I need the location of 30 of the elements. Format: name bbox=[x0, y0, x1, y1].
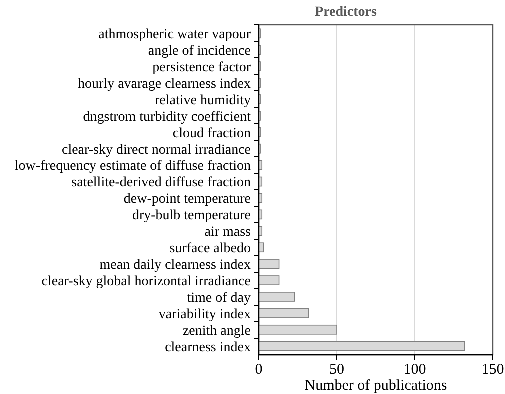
y-tick-label: zenith angle bbox=[182, 324, 251, 339]
y-tick-label: time of day bbox=[187, 290, 251, 306]
y-tick-label: persistence factor bbox=[152, 60, 252, 76]
y-tick-label: clearness index bbox=[165, 340, 251, 356]
y-tick-label: athmospheric water vapour bbox=[98, 28, 252, 43]
bar bbox=[258, 276, 280, 286]
y-tick-label: angle of incidence bbox=[148, 44, 251, 59]
bar bbox=[258, 308, 310, 318]
y-tick-label: variability index bbox=[158, 307, 251, 322]
x-tick-label: 0 bbox=[255, 362, 263, 378]
x-tick-label: 50 bbox=[330, 362, 344, 378]
y-tick-label: dry-bulb temperature bbox=[132, 208, 251, 224]
y-tick-label: mean daily clearness index bbox=[100, 258, 251, 273]
y-tick-label: hourly avarage clearness index bbox=[78, 76, 251, 92]
y-tick-label: relative humidity bbox=[154, 93, 251, 108]
x-tick-label: 100 bbox=[404, 362, 426, 378]
y-tick-label: clear-sky global horizontal irradiance bbox=[42, 274, 251, 290]
y-tick-label: dngstrom turbidity coefficient bbox=[83, 110, 252, 125]
y-tick-label: surface albedo bbox=[170, 242, 251, 257]
y-tick-label: low-frequency estimate of diffuse fraction bbox=[14, 159, 251, 174]
y-tick-label: air mass bbox=[204, 225, 251, 240]
y-tick-label: satellite-derived diffuse fraction bbox=[72, 176, 251, 191]
y-tick-label: cloud fraction bbox=[172, 126, 251, 142]
bar bbox=[258, 259, 280, 269]
x-axis-title: Number of publications bbox=[304, 378, 448, 394]
y-tick-label: dew-point temperature bbox=[124, 192, 251, 208]
chart-title: Predictors bbox=[315, 5, 378, 20]
y-tick-label: clear-sky direct normal irradiance bbox=[62, 142, 251, 158]
x-tick-label: 150 bbox=[482, 362, 504, 378]
bar bbox=[258, 292, 296, 302]
